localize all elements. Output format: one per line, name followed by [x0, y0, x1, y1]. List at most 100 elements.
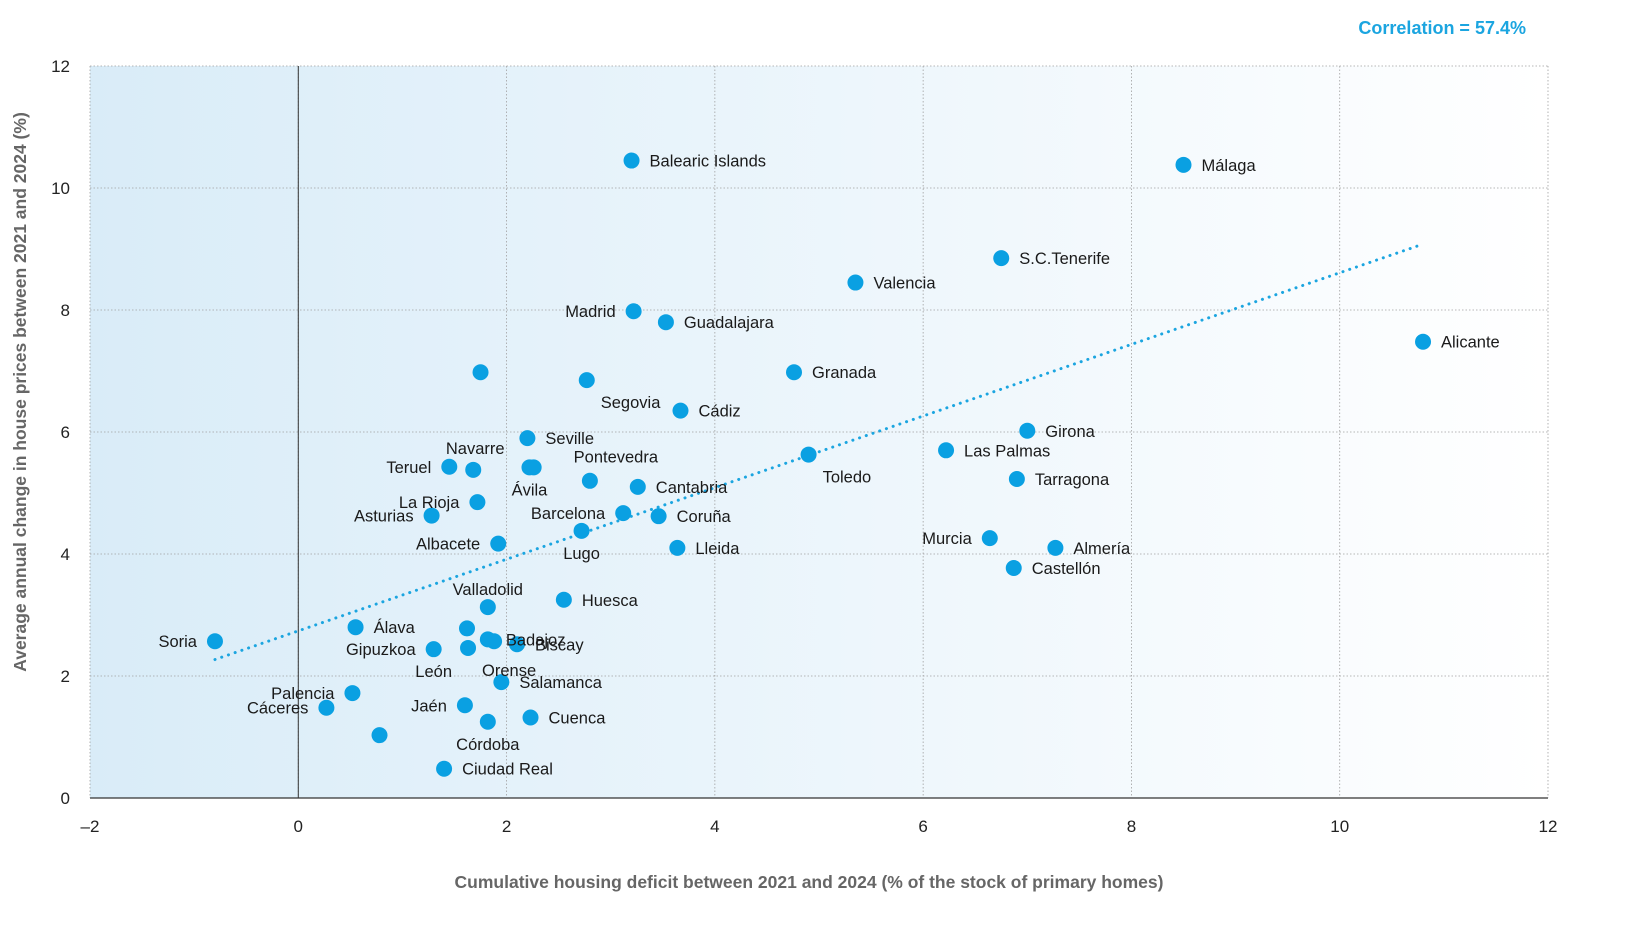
data-point: [508, 636, 525, 653]
y-tick-label: 4: [61, 545, 70, 564]
data-point: [436, 760, 453, 777]
data-points: [206, 152, 1432, 777]
point-label: Seville: [545, 430, 594, 448]
point-label: Tarragona: [1035, 471, 1110, 489]
x-tick-label: 6: [918, 817, 927, 836]
y-tick-label: 2: [61, 667, 70, 686]
y-tick-label: 6: [61, 423, 70, 442]
point-label: S.C.Tenerife: [1019, 250, 1110, 268]
point-label: Valencia: [873, 275, 936, 293]
point-label: La Rioja: [399, 494, 460, 512]
data-point: [490, 535, 507, 552]
data-point: [672, 402, 689, 419]
x-tick-label: –2: [81, 817, 100, 836]
point-label: Murcia: [922, 530, 972, 548]
point-label: Madrid: [565, 303, 615, 321]
data-point: [938, 442, 955, 459]
point-label: Álava: [374, 618, 416, 637]
point-label: Cáceres: [247, 700, 308, 718]
axes: [90, 66, 1548, 799]
data-point: [578, 372, 595, 389]
point-label: Albacete: [416, 536, 480, 554]
point-label: León: [415, 663, 452, 681]
point-label: Biscay: [535, 636, 584, 654]
x-tick-label: 2: [502, 817, 511, 836]
point-label: Córdoba: [456, 736, 520, 754]
point-label: Asturias: [354, 508, 414, 526]
point-label: Valladolid: [453, 581, 523, 599]
data-point: [441, 458, 458, 475]
point-label: Gipuzkoa: [346, 641, 417, 659]
point-label: Navarre: [446, 440, 505, 458]
data-point: [479, 599, 496, 616]
point-label: Lugo: [563, 545, 600, 563]
point-label: Badajoz: [506, 631, 566, 649]
data-point: [469, 494, 486, 511]
data-point: [460, 639, 477, 656]
data-point: [458, 620, 475, 637]
data-point: [318, 699, 335, 716]
y-tick-label: 10: [51, 179, 70, 198]
data-point: [423, 507, 440, 524]
data-point: [479, 713, 496, 730]
point-label: Barcelona: [531, 505, 606, 523]
point-label: Segovia: [601, 394, 661, 412]
point-label: Palencia: [271, 685, 335, 703]
y-tick-label: 12: [51, 57, 70, 76]
data-point: [615, 505, 632, 522]
point-label: Cuenca: [549, 709, 607, 727]
x-tick-label: 12: [1539, 817, 1558, 836]
data-point: [623, 152, 640, 169]
data-point: [206, 633, 223, 650]
data-point: [1005, 560, 1022, 577]
point-label: Salamanca: [519, 674, 602, 692]
point-label: Málaga: [1202, 157, 1257, 175]
data-point: [629, 478, 646, 495]
point-label: Toledo: [823, 469, 872, 487]
y-tick-label: 8: [61, 301, 70, 320]
data-point: [1008, 470, 1025, 487]
data-point: [425, 641, 442, 658]
data-point: [581, 472, 598, 489]
tick-labels: –2 0 2 4 6 8 10 12 0 2 4 6 8 10 12: [51, 57, 1557, 836]
point-label: Girona: [1045, 423, 1095, 441]
point-label: Cantabria: [656, 479, 728, 497]
point-label: Alicante: [1441, 334, 1500, 352]
point-label: Orense: [482, 662, 536, 680]
data-point: [521, 459, 538, 476]
data-point: [1415, 333, 1432, 350]
point-label: Balearic Islands: [650, 153, 766, 171]
data-point: [347, 619, 364, 636]
data-point: [493, 674, 510, 691]
data-point: [344, 685, 361, 702]
data-point: [456, 697, 473, 714]
data-point: [650, 508, 667, 525]
point-label: Lleida: [695, 540, 740, 558]
point-label: Teruel: [386, 459, 431, 477]
point-label: Pontevedra: [574, 448, 659, 466]
y-axis-title: Average annual change in house prices be…: [10, 112, 30, 672]
data-point: [522, 709, 539, 726]
x-tick-label: 0: [294, 817, 303, 836]
grid-lines: [89, 65, 1549, 799]
trendline-layer: [213, 242, 1425, 662]
point-label: Jaén: [411, 697, 447, 715]
data-point: [786, 364, 803, 381]
data-point: [371, 727, 388, 744]
point-label: Castellón: [1032, 560, 1101, 578]
data-point: [1047, 539, 1064, 556]
data-point: [472, 364, 489, 381]
y-tick-label: 0: [61, 789, 70, 808]
point-label: Granada: [812, 364, 877, 382]
point-label: Almería: [1073, 540, 1131, 558]
data-point: [555, 591, 572, 608]
point-label: Soria: [158, 633, 197, 651]
point-label: Guadalajara: [684, 314, 775, 332]
data-point: [669, 539, 686, 556]
data-point: [625, 303, 642, 320]
correlation-annotation: Correlation = 57.4%: [1358, 18, 1526, 38]
data-point: [657, 314, 674, 331]
data-point: [519, 430, 536, 447]
data-point: [465, 461, 482, 478]
data-point: [1175, 156, 1192, 173]
